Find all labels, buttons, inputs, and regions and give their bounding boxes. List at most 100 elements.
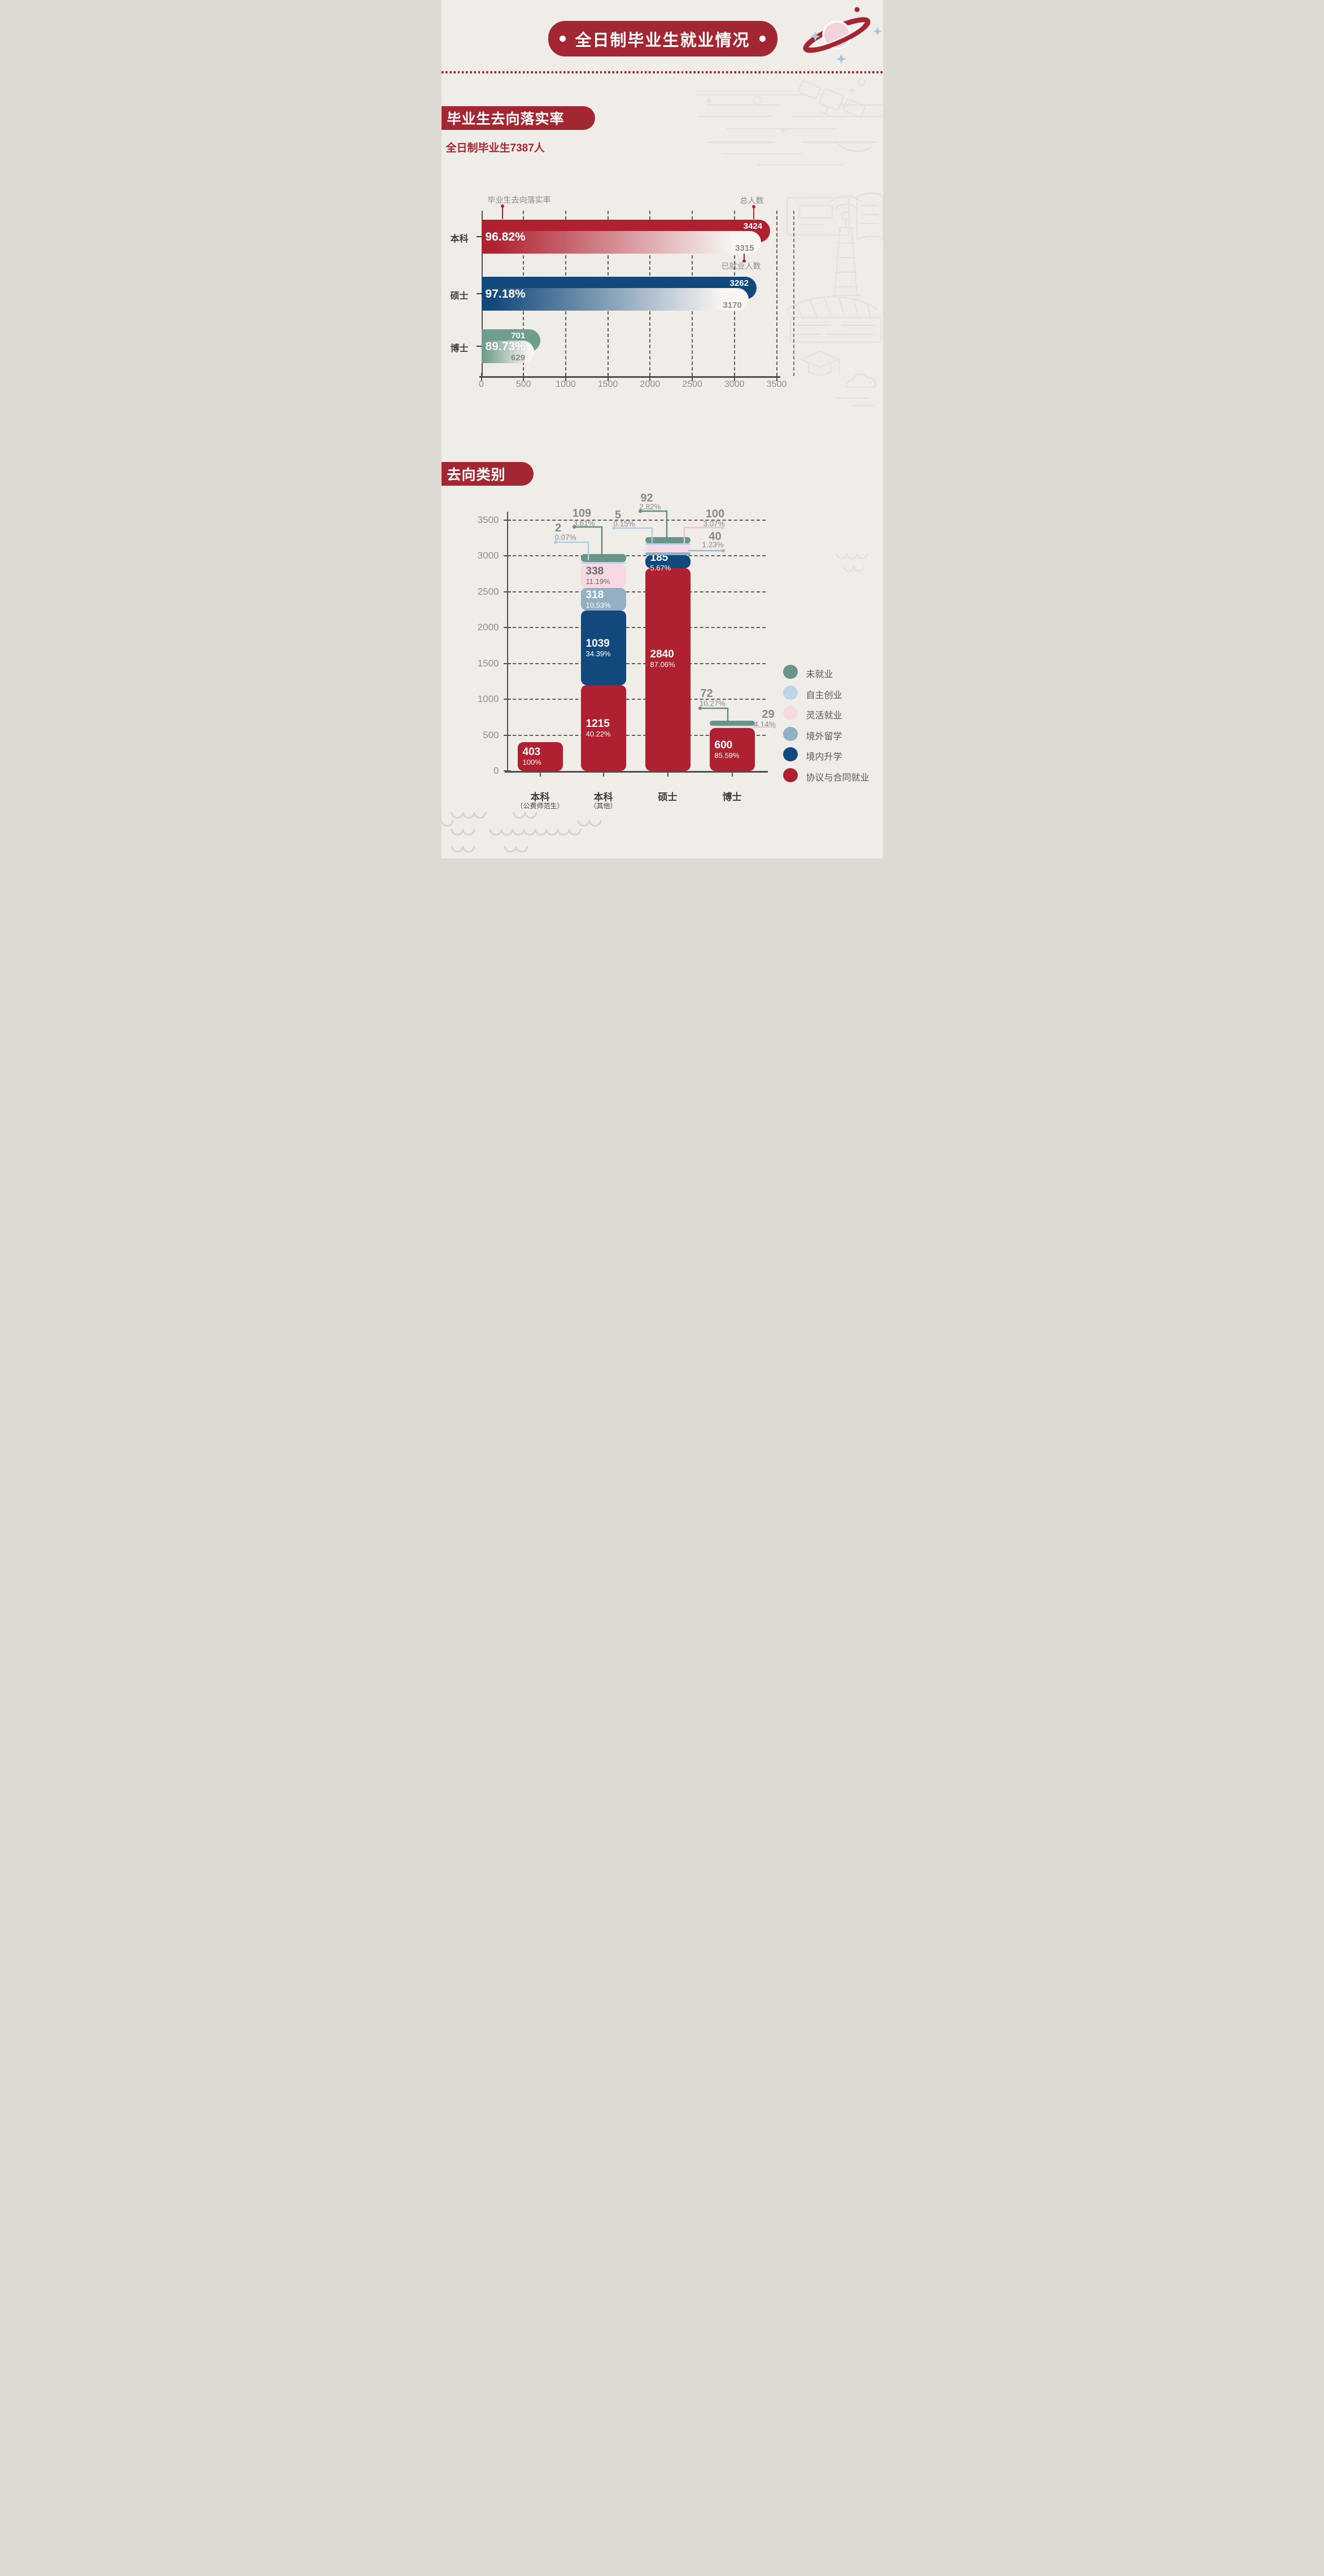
bar-segment-teal xyxy=(580,554,626,563)
segment-pct: 10.53% xyxy=(585,601,611,610)
bar-segment-red xyxy=(645,568,691,771)
bar-segment-red xyxy=(580,685,626,771)
total-value: 3262 xyxy=(729,278,749,288)
x-axis-line xyxy=(504,771,768,773)
x-axis-tick xyxy=(607,373,609,381)
callout-pct: 0.07% xyxy=(554,533,576,542)
total-graduates-subtitle: 全日制毕业生7387人 xyxy=(445,142,545,154)
gridline-horizontal xyxy=(506,627,766,628)
background-doodles xyxy=(441,0,883,858)
callout-value: 100 xyxy=(705,508,725,520)
x-axis-tick xyxy=(733,373,735,381)
planet-icon xyxy=(802,7,881,64)
x-axis-tick xyxy=(667,771,668,777)
x-axis-tick xyxy=(731,771,733,777)
category-tick xyxy=(476,236,482,237)
banner-dot-left xyxy=(559,36,566,42)
segment-value: 1039 xyxy=(585,638,610,650)
y-tick-label: 2500 xyxy=(477,586,499,597)
bar-segment-pink xyxy=(645,545,691,552)
callout-pct: 3.07% xyxy=(703,520,725,528)
x-tick-label: 0 xyxy=(479,380,484,389)
bar-segment-red xyxy=(517,742,563,771)
bar-segment-lightblue xyxy=(580,562,626,564)
infographic-page: 全日制毕业生就业情况 毕业生去向落实率 全日制毕业生7387人 毕业生去向落实率… xyxy=(441,0,883,858)
category-label: 本科 xyxy=(593,792,613,803)
segment-label: 403 100% xyxy=(523,746,541,766)
employed-value: 3315 xyxy=(735,243,754,253)
title-banner: 全日制毕业生就业情况 xyxy=(548,21,777,56)
x-axis-tick xyxy=(602,771,604,777)
rate-value: 96.82% xyxy=(485,230,526,243)
x-tick-label: 2500 xyxy=(682,380,702,389)
bar-segment-lightblue xyxy=(645,543,691,546)
segment-label: 2840 87.06% xyxy=(650,648,675,669)
banner-dot-right xyxy=(759,36,766,42)
x-tick-label: 1500 xyxy=(597,380,618,389)
x-tick-label: 3000 xyxy=(724,380,745,389)
gridline-horizontal xyxy=(506,734,766,736)
x-axis-tick xyxy=(480,373,482,381)
x-tick-label: 500 xyxy=(515,380,531,389)
x-tick-label: 2000 xyxy=(640,380,661,389)
section-header-category: 去向类别 xyxy=(441,462,534,486)
segment-pct: 34.39% xyxy=(585,650,611,659)
segment-label: 1215 40.22% xyxy=(586,718,611,738)
segment-value: 318 xyxy=(585,589,604,601)
bar-segment-red xyxy=(709,727,755,771)
category-stacked-chart: 0 500 1000 1500 2000 2500 3000 3500 403 100% 本科 （公费… xyxy=(442,429,883,858)
category-label: 本科 xyxy=(450,234,469,244)
category-sub-label: （公费师范生） xyxy=(516,802,564,810)
employed-value: 629 xyxy=(510,353,525,363)
category-label: 硕士 xyxy=(658,792,678,803)
gridline-horizontal xyxy=(506,591,766,592)
gridline-horizontal xyxy=(506,555,766,556)
bar-segment-grayblue xyxy=(580,587,626,611)
employed-bar xyxy=(481,341,535,363)
callout-value: 92 xyxy=(640,492,653,504)
dotted-divider xyxy=(441,71,883,73)
segment-value: 600 xyxy=(714,739,733,751)
rate-value: 97.18% xyxy=(485,287,526,300)
category-label: 本科 xyxy=(530,792,550,803)
callout-value: 2 xyxy=(554,522,562,534)
callout-pct: 2.82% xyxy=(639,503,661,511)
category-tick xyxy=(476,293,482,294)
segment-label: 338 11.19% xyxy=(586,565,610,586)
segment-pct: 100% xyxy=(522,758,541,767)
x-axis-tick xyxy=(523,373,525,381)
rate-bar-chart: 0 500 1000 1500 2000 2500 3000 3500 3424 96.82% 33… xyxy=(442,0,883,429)
segment-value: 403 xyxy=(522,746,541,759)
employed-bar xyxy=(481,231,761,254)
callout-value: 72 xyxy=(700,687,713,700)
y-tick-label: 1000 xyxy=(477,694,499,704)
section-header-category-label: 去向类别 xyxy=(447,467,506,483)
bar-segment-blue xyxy=(580,611,626,686)
y-axis-line xyxy=(506,512,508,771)
y-tick-label: 2000 xyxy=(477,622,499,633)
category-label: 博士 xyxy=(450,344,469,354)
callout-pct: 4.14% xyxy=(754,720,776,729)
bar-segment-teal xyxy=(709,720,755,726)
total-value: 701 xyxy=(511,331,526,341)
segment-value: 2840 xyxy=(650,648,674,660)
category-tick xyxy=(476,346,482,347)
callout-pct: 0.15% xyxy=(613,520,635,528)
gridline-vertical-deco xyxy=(793,211,794,376)
gridline-horizontal xyxy=(506,662,766,664)
y-tick-label: 1500 xyxy=(477,657,499,669)
category-label: 硕士 xyxy=(450,291,469,301)
bar-segment-blue xyxy=(645,555,691,569)
page-title: 全日制毕业生就业情况 xyxy=(575,31,750,50)
segment-label: 600 85.59% xyxy=(715,739,740,760)
callout-value: 29 xyxy=(762,708,775,721)
segment-label: 318 10.53% xyxy=(586,589,611,609)
segment-value: 338 xyxy=(585,565,604,578)
gridline-vertical xyxy=(776,211,777,376)
employed-value: 3170 xyxy=(723,300,742,310)
segment-label: 1039 34.39% xyxy=(586,638,611,658)
rate-value: 89.73% xyxy=(485,340,526,353)
section-header-rate-label: 毕业生去向落实率 xyxy=(447,111,565,127)
x-axis-tick xyxy=(776,373,777,381)
segment-pct: 5.67% xyxy=(650,563,671,572)
